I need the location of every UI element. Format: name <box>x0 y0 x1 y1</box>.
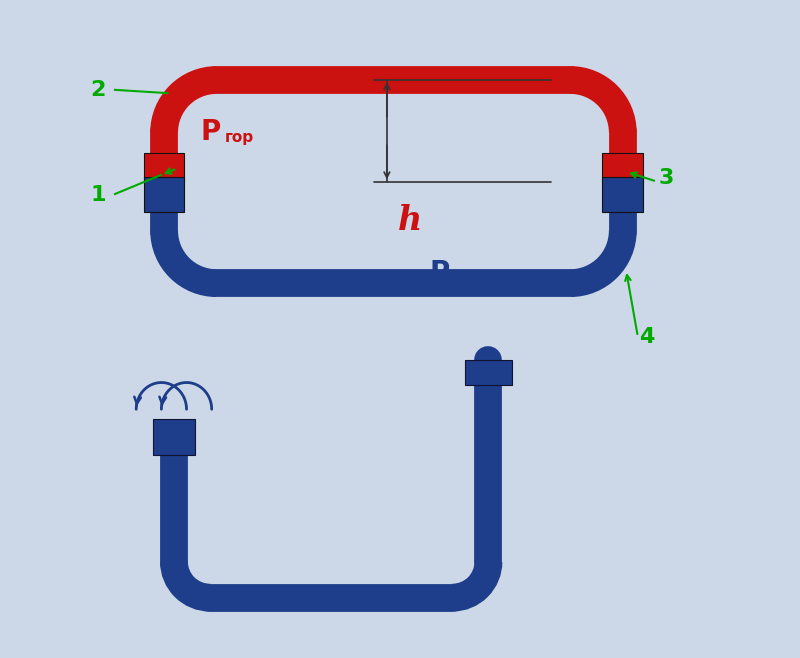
Text: 3: 3 <box>659 168 674 188</box>
Text: охл: охл <box>454 270 485 286</box>
FancyBboxPatch shape <box>465 360 512 385</box>
Text: 1: 1 <box>90 186 106 205</box>
FancyBboxPatch shape <box>602 177 643 213</box>
Text: P: P <box>430 259 450 288</box>
Text: h: h <box>398 205 422 238</box>
Text: P: P <box>200 118 221 147</box>
Text: 4: 4 <box>639 328 654 347</box>
FancyBboxPatch shape <box>602 153 643 182</box>
FancyBboxPatch shape <box>144 153 185 182</box>
Text: гор: гор <box>225 130 254 145</box>
Text: 2: 2 <box>90 80 106 101</box>
FancyBboxPatch shape <box>144 177 185 213</box>
FancyBboxPatch shape <box>153 419 195 455</box>
